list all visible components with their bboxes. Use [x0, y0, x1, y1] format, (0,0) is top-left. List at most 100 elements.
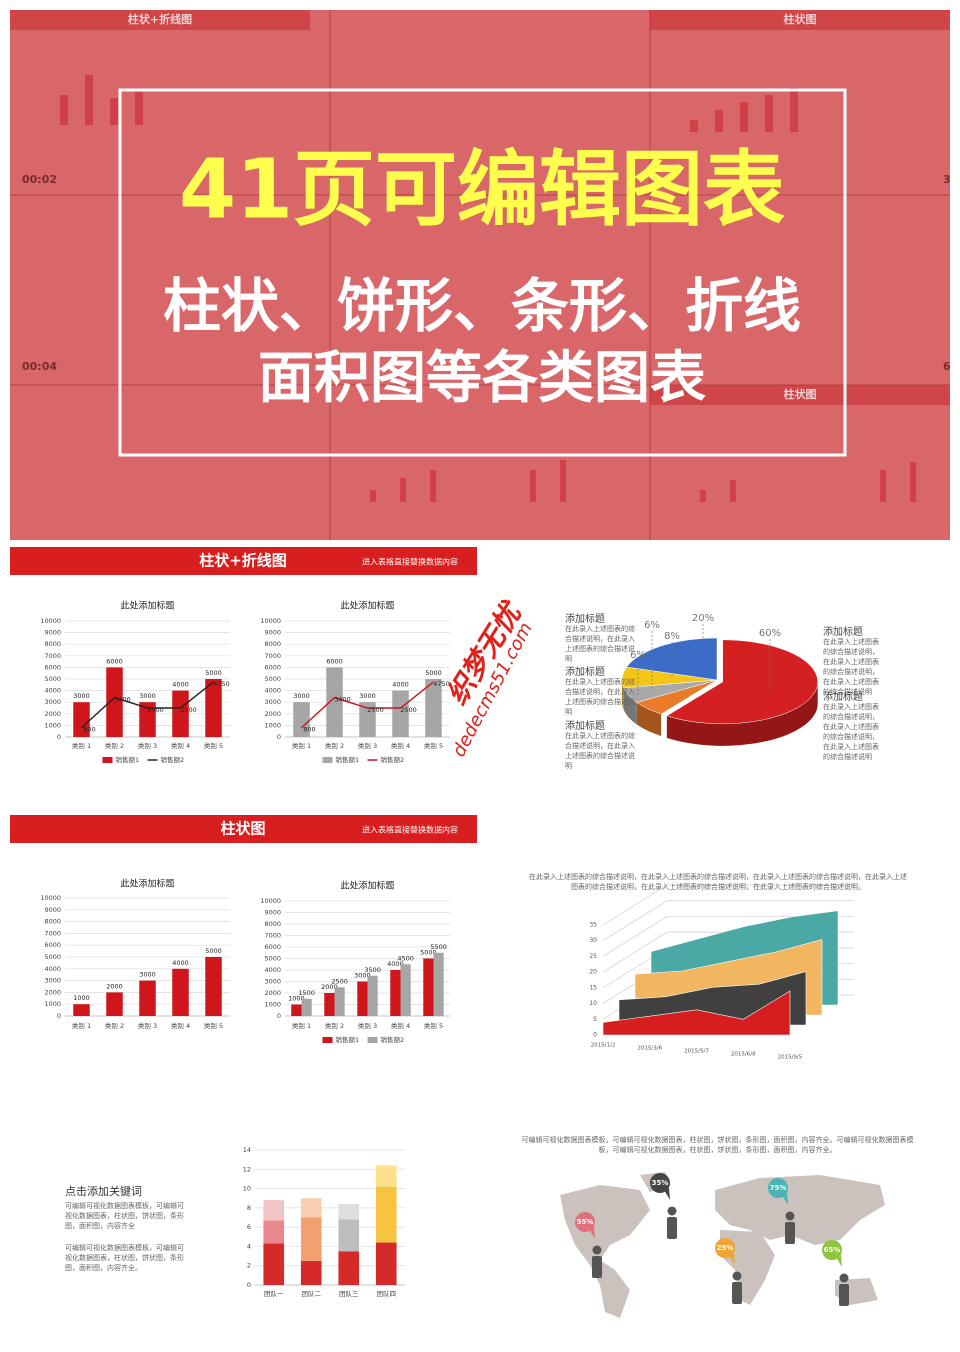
pie-note-text: 在此录入上述图表的综合描述说明，在此录入上述图表的综合描述说明 [565, 732, 635, 770]
pie-note-text: 在此录入上述图表的综合描述说明，在此录入上述图表的综合描述说明 [565, 625, 635, 663]
y-tick-label: 4000 [264, 966, 281, 974]
thumb-bar [715, 110, 723, 132]
y-tick-label: 3000 [264, 978, 281, 986]
data-label: 3000 [293, 692, 310, 700]
bar [367, 975, 378, 1016]
y-tick-label: 6000 [264, 943, 281, 951]
banner-frame [118, 88, 847, 457]
data-label: 4750 [433, 680, 450, 688]
continent [715, 1175, 885, 1245]
data-label: 1000 [288, 995, 305, 1003]
data-label: 3400 [114, 696, 131, 704]
pin [650, 1173, 670, 1193]
slide-subtitle: 进入表格直接替换数据内容 [362, 557, 458, 567]
pin [822, 1240, 842, 1260]
x-tick-label: 类别 1 [292, 1021, 311, 1030]
data-label: 1000 [73, 994, 90, 1002]
thumb-title: 柱状图 [784, 387, 817, 401]
x-tick-label: 团队三 [339, 1289, 359, 1298]
bar [293, 702, 310, 737]
slide-header [10, 547, 477, 575]
x-tick-label: 类别 5 [204, 741, 223, 750]
y-tick-label: 9000 [264, 629, 281, 637]
thumb-bar [700, 490, 706, 502]
banner-line: 柱状、饼形、条形、折线 [163, 272, 801, 340]
legend-label: 销售额1 [336, 1035, 360, 1044]
thumb-time: 00:02 [22, 173, 57, 186]
y-tick-label: 2000 [264, 710, 281, 718]
bar [326, 667, 343, 737]
bar [300, 1198, 322, 1218]
legend-label: 销售额2 [381, 755, 405, 764]
y-tick-label: 20 [589, 969, 597, 976]
bar [359, 702, 376, 737]
pie-label: 6% [630, 650, 646, 661]
pin [715, 1238, 735, 1258]
data-label: 3000 [354, 972, 371, 980]
data-label: 5000 [425, 669, 442, 677]
bar [433, 952, 444, 1016]
data-label: 6000 [326, 657, 343, 665]
x-tick-label: 类别 1 [292, 741, 311, 750]
thumbnail-header [10, 10, 310, 30]
grid-line [602, 900, 854, 942]
x-tick-label: 类别 4 [391, 741, 410, 750]
y-tick-label: 6000 [264, 663, 281, 671]
person-body [732, 1282, 742, 1304]
data-label: 3500 [364, 966, 381, 974]
thumb-bar [85, 75, 93, 125]
bar [73, 702, 90, 737]
legend-swatch [322, 1037, 333, 1043]
bar [139, 980, 156, 1016]
bar [375, 1242, 397, 1285]
x-tick-label: 类别 4 [171, 741, 190, 750]
thumb-bar [790, 88, 798, 132]
bar [301, 998, 312, 1016]
x-tick-label: 类别 3 [138, 741, 157, 750]
y-tick-label: 8000 [44, 918, 61, 926]
bar [300, 1217, 322, 1261]
y-tick-label: 2000 [44, 710, 61, 718]
y-tick-label: 6000 [44, 663, 61, 671]
x-tick-label: 2015/1/2 [591, 1043, 616, 1049]
legend-swatch [367, 1037, 378, 1043]
pie-note-title: 添加标题 [565, 667, 605, 678]
x-tick-label: 类别 2 [325, 1021, 344, 1030]
data-label: 2500 [180, 706, 197, 714]
data-label: 4000 [172, 959, 189, 967]
continent [560, 1185, 650, 1318]
pin-label: 55% [577, 1218, 594, 1226]
y-tick-label: 6 [247, 1223, 251, 1231]
pie-side [623, 687, 637, 725]
x-tick-label: 团队一 [264, 1289, 284, 1298]
person-head [839, 1273, 849, 1283]
bar [139, 702, 156, 737]
bar [324, 993, 335, 1016]
bar [73, 1004, 90, 1016]
thumb-time: 00:04 [22, 360, 57, 373]
bar [291, 1004, 302, 1016]
keyword-title: 点击添加关键词 [65, 1185, 142, 1198]
thumb-bar [530, 470, 536, 502]
bar [338, 1251, 360, 1285]
x-tick-label: 类别 5 [424, 1021, 443, 1030]
area-series [602, 990, 791, 1036]
y-tick-label: 7000 [44, 929, 61, 937]
data-label: 2000 [321, 983, 338, 991]
thumb-bar [400, 478, 406, 502]
data-label: 4000 [387, 960, 404, 968]
y-tick-label: 1000 [264, 721, 281, 729]
data-label: 5500 [430, 943, 447, 951]
person-head [732, 1271, 742, 1281]
pin-label: 75% [770, 1184, 787, 1192]
pie-note-text: 在此录入上述图表的综合描述说明，在此录入上述图表的综合描述说明 [565, 678, 635, 716]
person-body [785, 1222, 795, 1244]
bar [392, 690, 409, 737]
y-tick-label: 12 [243, 1165, 251, 1173]
data-label: 2500 [400, 706, 417, 714]
x-tick-label: 团队四 [377, 1289, 397, 1298]
y-tick-label: 4000 [44, 965, 61, 973]
data-label: 4750 [213, 680, 230, 688]
banner-line: 面积图等各类图表 [258, 346, 706, 411]
